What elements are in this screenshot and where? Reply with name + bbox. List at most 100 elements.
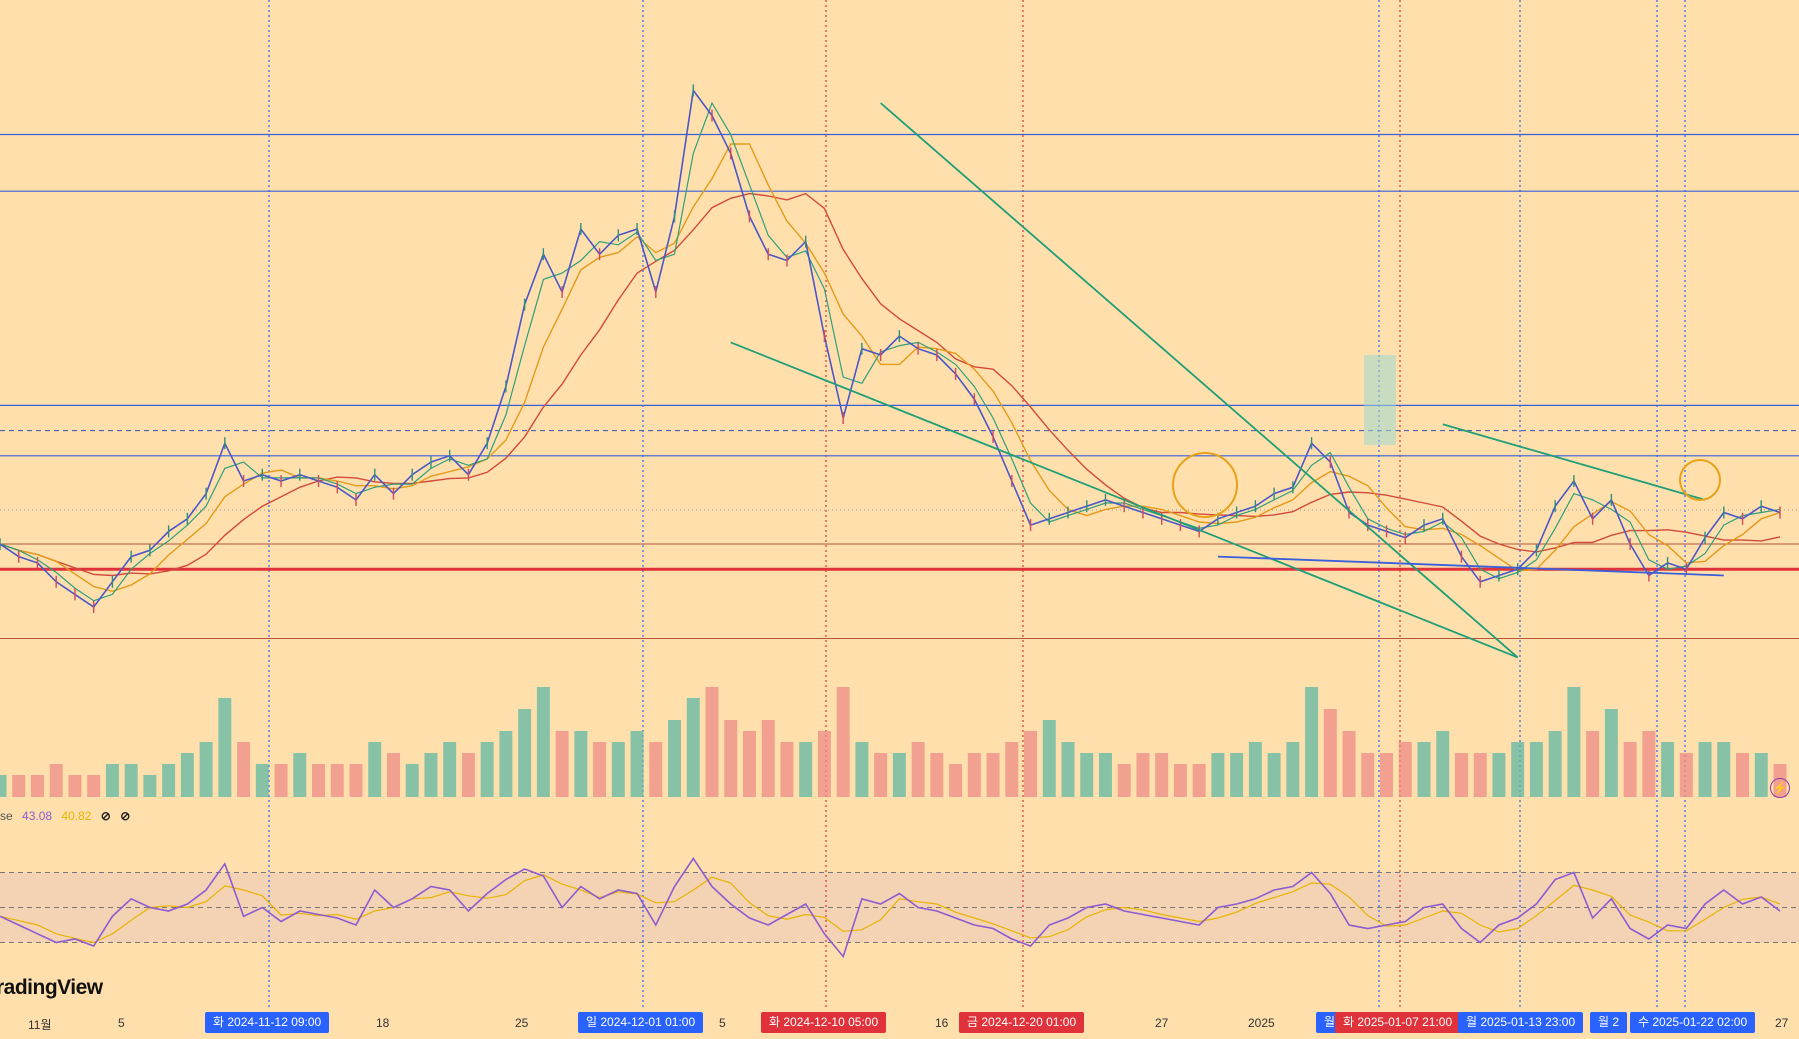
volume-bar — [1211, 753, 1225, 797]
time-tag: 월 2 — [1590, 1012, 1628, 1033]
time-axis-label: 16 — [935, 1016, 949, 1030]
volume-bar — [1473, 753, 1487, 797]
rsi-band — [0, 872, 1799, 943]
time-axis-label: 18 — [376, 1016, 390, 1030]
volume-bar — [1604, 709, 1618, 797]
volume-bar — [349, 764, 363, 797]
volume-bar — [1380, 753, 1394, 797]
volume-bar — [386, 753, 400, 797]
time-tag: 금 2024-12-20 01:00 — [959, 1012, 1085, 1033]
rsi-legend: se 43.08 40.82 ⊘ ⊘ — [0, 809, 130, 823]
volume-bar — [1323, 709, 1337, 797]
volume-bar — [1698, 742, 1712, 797]
volume-bar — [1192, 764, 1206, 797]
volume-bar — [949, 764, 963, 797]
volume-bar — [1136, 753, 1150, 797]
volume-bar — [237, 742, 251, 797]
volume-bar — [611, 742, 625, 797]
highlight-box — [1364, 355, 1396, 445]
volume-bar — [1511, 742, 1525, 797]
volume-bar — [986, 753, 1000, 797]
volume-bar — [368, 742, 382, 797]
volume-bar — [686, 698, 700, 797]
volume-bar — [218, 698, 232, 797]
volume-bar — [49, 764, 63, 797]
ma-mid-line — [0, 143, 1781, 593]
volume-bar — [1586, 731, 1600, 797]
volume-bar — [1548, 731, 1562, 797]
volume-bar — [1061, 742, 1075, 797]
volume-bar — [312, 764, 326, 797]
volume-bar — [1361, 753, 1375, 797]
tradingview-watermark: radingView — [0, 976, 103, 999]
ma-slow-line — [0, 192, 1781, 577]
volume-bar — [518, 709, 532, 797]
volume-bar — [930, 753, 944, 797]
volume-bar — [1567, 687, 1581, 797]
volume-bar — [1754, 753, 1768, 797]
volume-bar — [1661, 742, 1675, 797]
volume-bar — [1042, 720, 1056, 797]
time-tag: 화 2024-11-12 09:00 — [205, 1012, 330, 1033]
volume-bar — [761, 720, 775, 797]
volume-bar — [1417, 742, 1431, 797]
volume-bar — [199, 742, 213, 797]
volume-bar — [855, 742, 869, 797]
volume-bar — [105, 764, 119, 797]
trendline — [1217, 555, 1724, 577]
volume-bar — [274, 764, 288, 797]
rsi-legend-name: se — [0, 809, 13, 823]
volume-bar — [1005, 742, 1019, 797]
hide-icon[interactable]: ⊘ — [100, 809, 111, 823]
volume-bar — [1305, 687, 1319, 797]
lightning-icon[interactable]: ⚡ — [1770, 778, 1790, 798]
volume-bar — [1342, 731, 1356, 797]
volume-bar — [1623, 742, 1637, 797]
volume-bar — [668, 720, 682, 797]
volume-bar — [874, 753, 888, 797]
volume-bar — [461, 753, 475, 797]
volume-bar — [1117, 764, 1131, 797]
volume-bar — [12, 775, 26, 797]
volume-bar — [1398, 742, 1412, 797]
volume-bar — [892, 753, 906, 797]
volume-bar — [1098, 753, 1112, 797]
volume-bar — [1642, 731, 1656, 797]
trendline — [880, 102, 1519, 659]
volume-bar — [1080, 753, 1094, 797]
hide-icon[interactable]: ⊘ — [120, 809, 131, 823]
time-axis-label: 5 — [118, 1016, 125, 1030]
time-tag: 화 2025-01-07 21:00 — [1335, 1012, 1461, 1033]
volume-bar — [1286, 742, 1300, 797]
time-axis-label: 11월 — [28, 1018, 52, 1032]
volume-bar — [967, 753, 981, 797]
volume-bar — [1248, 742, 1262, 797]
volume-bar — [124, 764, 138, 797]
rsi-ma-value: 40.82 — [61, 809, 92, 823]
volume-bar — [443, 742, 457, 797]
volume-bar — [742, 731, 756, 797]
highlight-circle — [1679, 459, 1721, 501]
time-axis-label: 27 — [1155, 1016, 1169, 1030]
volume-bar — [330, 764, 344, 797]
volume-bar — [1736, 753, 1750, 797]
volume-bar — [555, 731, 569, 797]
volume-bar — [1173, 764, 1187, 797]
trendline — [730, 341, 1519, 659]
volume-bar — [1679, 753, 1693, 797]
highlight-circle — [1172, 452, 1238, 518]
volume-bar — [799, 742, 813, 797]
volume-bar — [405, 764, 419, 797]
volume-bar — [649, 742, 663, 797]
volume-bar — [255, 764, 269, 797]
volume-bar — [480, 742, 494, 797]
volume-bar — [1717, 742, 1731, 797]
volume-bar — [1492, 753, 1506, 797]
volume-bar — [536, 687, 550, 797]
volume-bar — [87, 775, 101, 797]
volume-bar — [1230, 753, 1244, 797]
time-axis-label: 27 — [1775, 1016, 1789, 1030]
time-tag: 일 2024-12-01 01:00 — [578, 1012, 704, 1033]
